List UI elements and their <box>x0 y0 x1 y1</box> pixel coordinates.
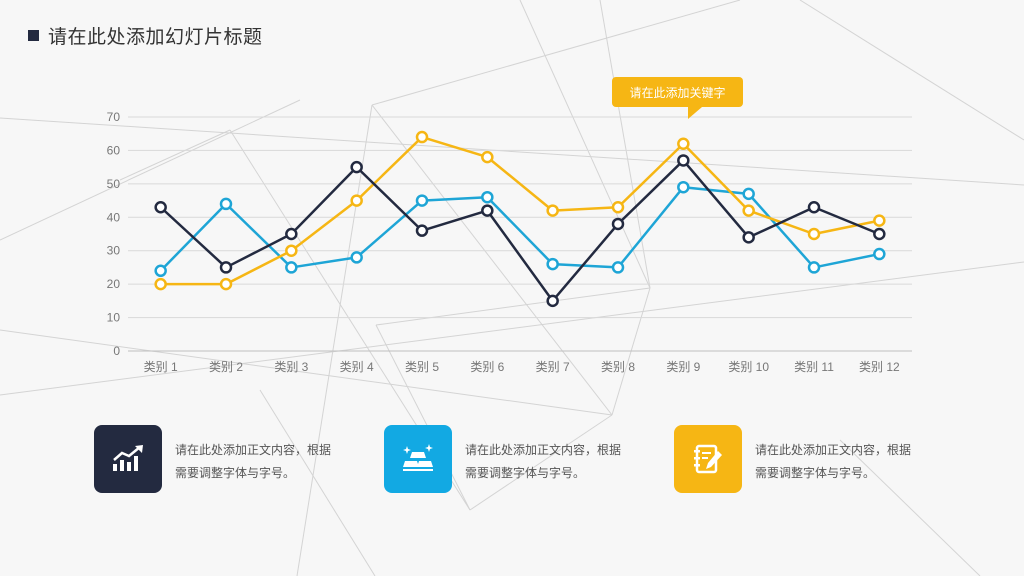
data-point[interactable] <box>350 251 363 264</box>
x-tick-label: 类别 4 <box>340 360 374 374</box>
series-line <box>159 185 880 272</box>
x-tick-label: 类别 6 <box>470 360 504 374</box>
x-tick-label: 类别 10 <box>728 360 769 374</box>
series-line <box>159 159 880 303</box>
data-point[interactable] <box>807 227 821 241</box>
data-point[interactable] <box>677 137 690 150</box>
x-axis: 类别 1 类别 2 类别 3 类别 4 类别 5 类别 6 类别 7 类别 8 类别 9 类别 1… <box>144 360 900 374</box>
data-point[interactable] <box>873 247 886 261</box>
data-point[interactable] <box>611 201 625 214</box>
x-tick-label: 类别 8 <box>601 360 635 374</box>
x-tick-label: 类别 7 <box>536 360 570 374</box>
y-tick-label: 30 <box>107 244 121 258</box>
data-point[interactable] <box>611 261 625 274</box>
data-point[interactable] <box>481 204 494 217</box>
data-point[interactable] <box>415 224 429 237</box>
data-point[interactable] <box>742 187 755 201</box>
card-text-line: 请在此处添加正文内容，根据 <box>175 443 332 457</box>
slide-title[interactable]: 请在此处添加幻灯片标题 <box>48 26 263 48</box>
data-point[interactable] <box>350 194 363 207</box>
data-point[interactable] <box>154 264 167 278</box>
data-point[interactable] <box>285 227 298 241</box>
chart-grid <box>128 116 912 352</box>
y-tick-label: 70 <box>107 110 121 124</box>
data-point[interactable] <box>285 244 298 257</box>
card-text[interactable]: 请在此处添加正文内容，根据 需要调整字体与字号。 <box>465 439 635 485</box>
data-point[interactable] <box>742 204 755 217</box>
keyword-callout[interactable]: 请在此添加关键字 <box>612 77 743 119</box>
data-point[interactable] <box>219 277 233 291</box>
x-tick-label: 类别 9 <box>666 360 700 374</box>
notebook-pen-icon <box>674 425 742 493</box>
data-point[interactable] <box>546 257 559 271</box>
data-point[interactable] <box>415 130 429 144</box>
y-axis: 0 10 20 30 40 50 60 70 <box>107 110 121 358</box>
card-text-line: 需要调整字体与字号。 <box>755 466 876 480</box>
data-point[interactable] <box>546 204 559 217</box>
data-point[interactable] <box>546 294 559 308</box>
gold-bars-icon <box>384 425 452 493</box>
x-tick-label: 类别 12 <box>859 360 900 374</box>
data-point[interactable] <box>219 197 233 211</box>
y-tick-label: 40 <box>107 210 121 224</box>
data-point[interactable] <box>677 180 690 194</box>
info-card-2: 请在此处添加正文内容，根据 需要调整字体与字号。 <box>384 425 635 493</box>
card-text-line: 需要调整字体与字号。 <box>175 466 296 480</box>
x-tick-label: 类别 5 <box>405 360 439 374</box>
data-point[interactable] <box>415 194 429 207</box>
series-2 <box>154 130 886 291</box>
data-point[interactable] <box>154 201 167 214</box>
data-point[interactable] <box>807 261 821 274</box>
card-text-line: 需要调整字体与字号。 <box>465 466 586 480</box>
data-point[interactable] <box>873 227 886 241</box>
data-point[interactable] <box>285 261 298 274</box>
x-tick-label: 类别 3 <box>274 360 308 374</box>
y-tick-label: 60 <box>107 143 121 157</box>
info-card-3: 请在此处添加正文内容，根据 需要调整字体与字号。 <box>674 425 925 493</box>
x-tick-label: 类别 2 <box>209 360 243 374</box>
card-text[interactable]: 请在此处添加正文内容，根据 需要调整字体与字号。 <box>175 439 345 485</box>
data-point[interactable] <box>219 261 233 274</box>
slide-header: 请在此处添加幻灯片标题 <box>28 22 263 49</box>
y-tick-label: 50 <box>107 177 121 191</box>
data-point[interactable] <box>742 231 755 244</box>
x-tick-label: 类别 1 <box>144 360 178 374</box>
data-point[interactable] <box>611 217 625 231</box>
card-text[interactable]: 请在此处添加正文内容，根据 需要调整字体与字号。 <box>755 439 925 485</box>
series-3 <box>154 154 886 308</box>
card-text-line: 请在此处添加正文内容，根据 <box>465 443 622 457</box>
data-point[interactable] <box>873 214 886 227</box>
series-line <box>160 135 880 286</box>
data-point[interactable] <box>481 150 494 164</box>
title-marker <box>28 30 39 41</box>
card-text-line: 请在此处添加正文内容，根据 <box>755 443 912 457</box>
data-point[interactable] <box>481 190 494 204</box>
chart-series <box>154 130 886 308</box>
trend-chart-icon <box>94 425 162 493</box>
x-tick-label: 类别 11 <box>794 360 834 374</box>
y-tick-label: 10 <box>107 311 121 325</box>
info-card-1: 请在此处添加正文内容，根据 需要调整字体与字号。 <box>94 425 345 493</box>
series-1 <box>154 180 886 278</box>
data-point[interactable] <box>154 277 167 291</box>
data-point[interactable] <box>677 154 690 167</box>
data-point[interactable] <box>350 160 363 174</box>
data-point[interactable] <box>807 201 821 214</box>
y-tick-label: 0 <box>113 344 120 358</box>
y-tick-label: 20 <box>107 277 121 291</box>
